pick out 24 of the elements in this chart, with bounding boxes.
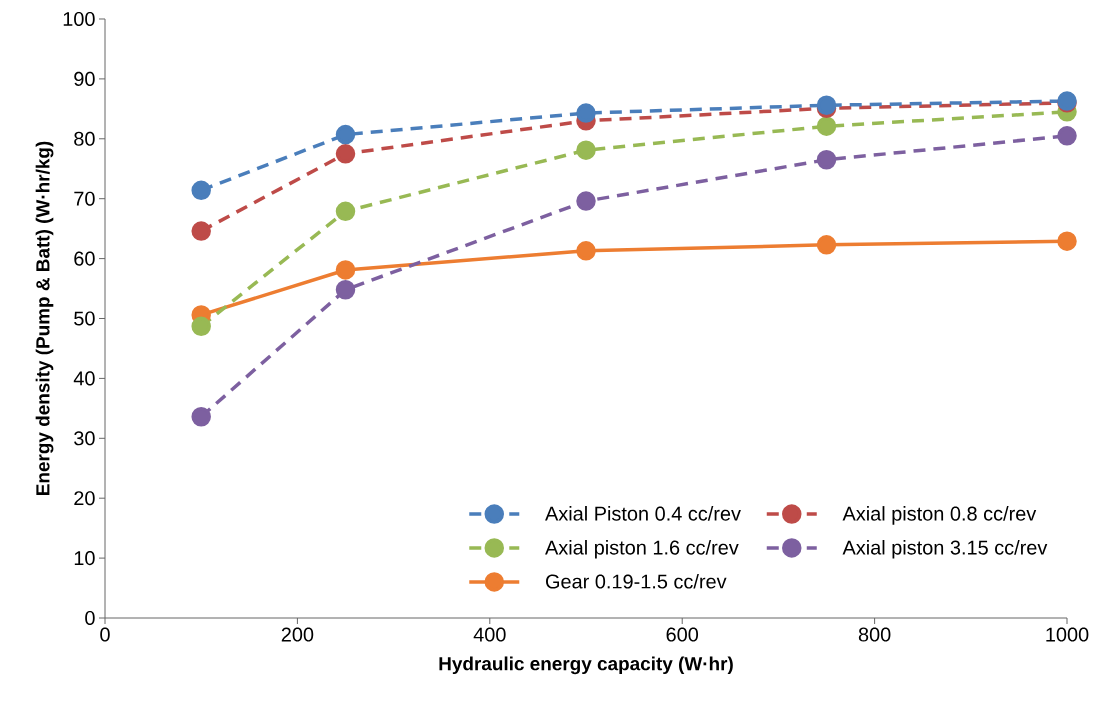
y-tick-label: 20 (74, 491, 95, 506)
y-axis-title: Energy density (Pump & Batt) (W·hr/kg) (35, 141, 54, 495)
y-tick-label: 0 (85, 610, 95, 626)
y-tick-label: 30 (74, 431, 95, 446)
x-tick-label: 200 (281, 627, 314, 642)
y-tick-label: 100 (63, 11, 95, 27)
y-tick-label: 60 (74, 251, 95, 266)
legend-label: Axial piston 3.15 cc/rev (842, 540, 1048, 559)
y-tick-label: 10 (74, 551, 95, 566)
y-tick-label: 70 (74, 191, 95, 206)
legend-label: Axial Piston 0.4 cc/rev (545, 506, 741, 521)
x-axis-title: Hydraulic energy capacity (W·hr) (439, 656, 733, 675)
legend-label: Gear 0.19-1.5 cc/rev (546, 573, 727, 589)
x-tick-label: 0 (100, 627, 110, 642)
y-tick-label: 90 (74, 71, 95, 86)
x-tick-label: 600 (666, 627, 699, 642)
x-tick-label: 1000 (1046, 627, 1089, 642)
x-tick-label: 800 (858, 627, 891, 642)
y-tick-label: 40 (73, 371, 95, 386)
x-tick-label: 400 (473, 627, 506, 642)
y-tick-label: 80 (74, 131, 95, 146)
legend-label: Axial piston 1.6 cc/rev (545, 540, 739, 559)
y-tick-label: 50 (74, 311, 95, 326)
legend-label: Axial piston 0.8 cc/rev (842, 506, 1037, 525)
